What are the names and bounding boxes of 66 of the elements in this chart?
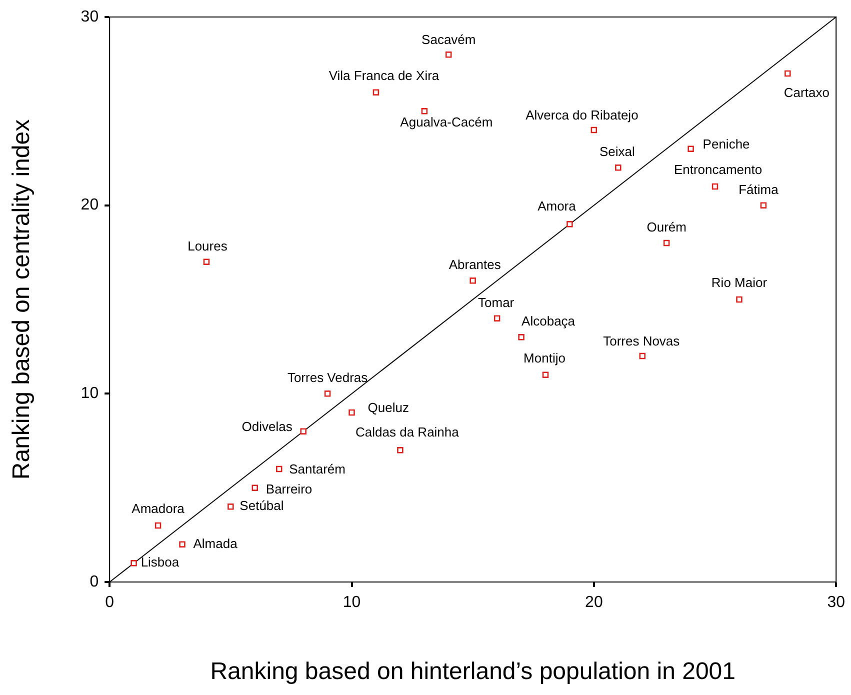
point: [300, 428, 306, 434]
point: [470, 278, 476, 284]
point: [252, 484, 258, 491]
annotation: Santarém: [289, 462, 346, 477]
x-tick-label: 0: [105, 594, 114, 612]
y-tick-label: 10: [80, 385, 99, 402]
annotation: Queluz: [368, 400, 409, 416]
point: [348, 409, 355, 416]
annotation: Montijo: [524, 350, 566, 366]
annotation: Barreiro: [266, 481, 312, 496]
point: [615, 164, 622, 171]
point: [372, 89, 380, 96]
annotation: Amora: [538, 198, 577, 214]
point: [639, 352, 646, 360]
annotation: Alcobaça: [522, 314, 576, 329]
y-tick-label: 0: [90, 573, 99, 590]
point: [397, 447, 404, 454]
annotation: Lisboa: [140, 554, 180, 570]
point: [566, 221, 573, 228]
annotation: Tomar: [478, 294, 515, 310]
point: [130, 560, 137, 566]
x-tick-label: 30: [827, 594, 846, 612]
annotation: Almada: [193, 536, 238, 551]
x-tick-label: 20: [585, 594, 603, 612]
point: [542, 372, 549, 378]
annotation: Ourém: [646, 220, 686, 235]
annotation: Caldas da Rainha: [356, 424, 460, 440]
y-tick-label: 30: [80, 8, 99, 26]
point: [276, 466, 282, 472]
point: [494, 315, 500, 322]
annotation: Alverca do Ribatejo: [526, 108, 638, 123]
point: [663, 240, 670, 246]
point: [154, 522, 162, 529]
annotation: Abrantes: [448, 257, 502, 272]
point: [203, 258, 210, 265]
point: [421, 108, 428, 114]
point: [228, 504, 234, 510]
point: [688, 146, 694, 152]
annotation: Vila Franca de Xira: [328, 68, 440, 83]
annotation: Setúbal: [240, 498, 284, 514]
x-axis-title: Ranking based on hinterland’s population in 2001: [210, 658, 736, 686]
annotation: Peniche: [702, 136, 750, 152]
annotation: Agualva-Cacém: [400, 114, 493, 130]
annotation: Amadora: [132, 501, 186, 516]
point: [760, 202, 767, 208]
annotation: Rio Maior: [711, 275, 768, 290]
annotation: Loures: [188, 238, 228, 254]
annotation: Sacavém: [422, 32, 476, 48]
annotation: Torres Vedras: [287, 370, 368, 386]
y-axis-title: Ranking based on centrality index: [8, 119, 36, 480]
point: [736, 296, 742, 303]
annotation: Torres Novas: [603, 334, 680, 349]
x-tick-label: 10: [342, 594, 361, 612]
annotation: Entroncamento: [674, 162, 762, 178]
annotation: Cartaxo: [784, 85, 830, 100]
point: [590, 126, 598, 134]
point: [324, 390, 331, 397]
annotation: Odivelas: [242, 418, 293, 434]
point: [446, 52, 452, 58]
y-tick-label: 20: [80, 196, 99, 214]
point: [712, 183, 718, 190]
point: [784, 70, 791, 77]
annotation: Seixal: [599, 144, 635, 160]
point: [518, 334, 524, 340]
annotation: Fátima: [738, 182, 780, 197]
point: [179, 541, 186, 548]
